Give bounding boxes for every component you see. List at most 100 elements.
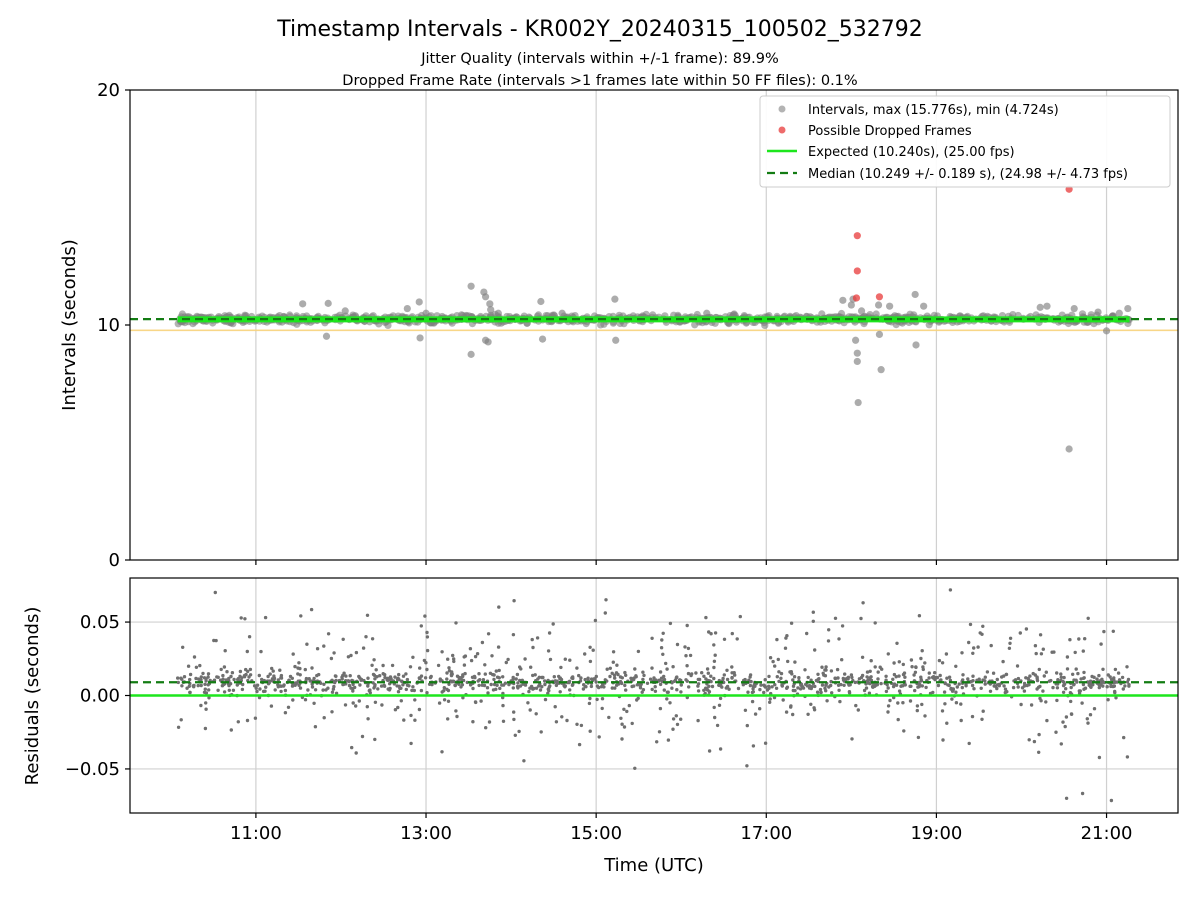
interval-outlier-point <box>481 293 490 301</box>
residual-point <box>981 709 985 713</box>
residual-point <box>1051 685 1055 690</box>
residual-point <box>473 654 478 659</box>
residual-point <box>653 685 657 689</box>
residual-point <box>725 684 730 689</box>
residual-point <box>856 708 860 712</box>
residual-point <box>696 689 701 693</box>
residual-point <box>547 688 551 693</box>
residual-point <box>436 663 441 668</box>
residual-point <box>187 684 191 688</box>
residual-point <box>313 725 318 729</box>
residual-point <box>513 733 517 737</box>
residual-point <box>923 714 927 718</box>
residual-point <box>188 677 192 682</box>
residual-point <box>751 687 755 691</box>
residual-point <box>833 616 838 620</box>
residual-point <box>670 686 674 690</box>
residual-point <box>615 663 619 667</box>
residual-point <box>730 631 734 636</box>
interval-point <box>384 321 392 329</box>
residual-point <box>931 675 936 679</box>
residual-point <box>806 675 810 680</box>
residual-point <box>773 664 777 668</box>
residual-point <box>492 677 496 682</box>
residual-point <box>712 659 717 663</box>
residual-point <box>847 690 852 694</box>
residual-point <box>879 681 883 686</box>
residual-point <box>511 633 516 637</box>
residual-point <box>373 700 378 704</box>
residual-point <box>497 668 501 673</box>
residual-point <box>897 674 901 678</box>
residual-point <box>340 677 344 681</box>
residual-point <box>985 670 990 674</box>
residual-point <box>618 675 623 679</box>
residual-point <box>306 688 310 692</box>
residual-point <box>753 684 757 688</box>
residual-point <box>203 682 207 686</box>
residual-point <box>442 689 446 693</box>
residual-point <box>329 656 334 661</box>
residual-point <box>523 657 527 661</box>
residual-point <box>180 684 184 688</box>
residual-point <box>641 677 645 682</box>
residual-point <box>792 675 797 679</box>
residual-point <box>784 636 788 640</box>
residual-point <box>514 677 518 681</box>
residual-point <box>425 691 429 695</box>
residual-point <box>735 637 739 641</box>
residual-point <box>453 683 457 688</box>
residual-point <box>819 690 823 695</box>
residual-point <box>619 716 623 720</box>
residual-point <box>793 660 797 664</box>
residual-point <box>920 649 924 653</box>
residual-point <box>557 674 561 679</box>
residual-point <box>207 696 211 700</box>
residual-point <box>366 676 370 680</box>
residual-point <box>344 674 348 678</box>
residual-point <box>180 677 184 681</box>
residual-point <box>841 678 846 682</box>
residual-point <box>668 701 672 705</box>
residual-point <box>1054 730 1058 734</box>
interval-outlier-point <box>415 298 423 306</box>
residual-point <box>1083 637 1087 641</box>
residual-point <box>768 697 772 701</box>
residual-point <box>721 676 725 681</box>
residual-point <box>1061 690 1066 694</box>
residual-point <box>539 730 543 734</box>
residual-point <box>563 657 567 661</box>
residual-point <box>298 686 303 690</box>
residual-point <box>640 690 644 694</box>
residual-point <box>979 686 983 690</box>
residual-point <box>1028 674 1032 678</box>
residual-point <box>779 676 783 680</box>
residual-point <box>487 720 492 724</box>
residual-point <box>658 670 663 674</box>
residual-point <box>919 656 923 661</box>
residual-point <box>715 723 720 728</box>
residual-point <box>800 685 805 689</box>
residual-point <box>1069 699 1073 704</box>
residual-point <box>976 645 980 649</box>
residual-point <box>364 635 368 639</box>
residual-point <box>489 682 493 687</box>
residual-point <box>933 671 937 675</box>
intervals-panel: 0 10 20 Intervals (seconds) Intervals, max… <box>59 80 1179 571</box>
residual-point <box>763 685 768 689</box>
residual-point <box>942 690 947 694</box>
residual-point <box>675 642 680 647</box>
residual-point <box>305 642 309 646</box>
interval-outlier-point <box>537 297 545 306</box>
residual-point <box>371 681 375 685</box>
residual-point <box>330 690 335 694</box>
residual-point <box>645 681 650 685</box>
residual-point <box>455 714 459 719</box>
residual-point <box>445 677 449 681</box>
residual-point <box>290 684 295 688</box>
residuals-panel: 0.05 0.00 −0.05 11:00 13:00 15:00 17:00 19:00 2… <box>22 577 1179 876</box>
residual-point <box>595 697 599 702</box>
residual-point <box>481 678 486 682</box>
residual-point <box>588 659 593 664</box>
residual-point <box>730 671 734 675</box>
